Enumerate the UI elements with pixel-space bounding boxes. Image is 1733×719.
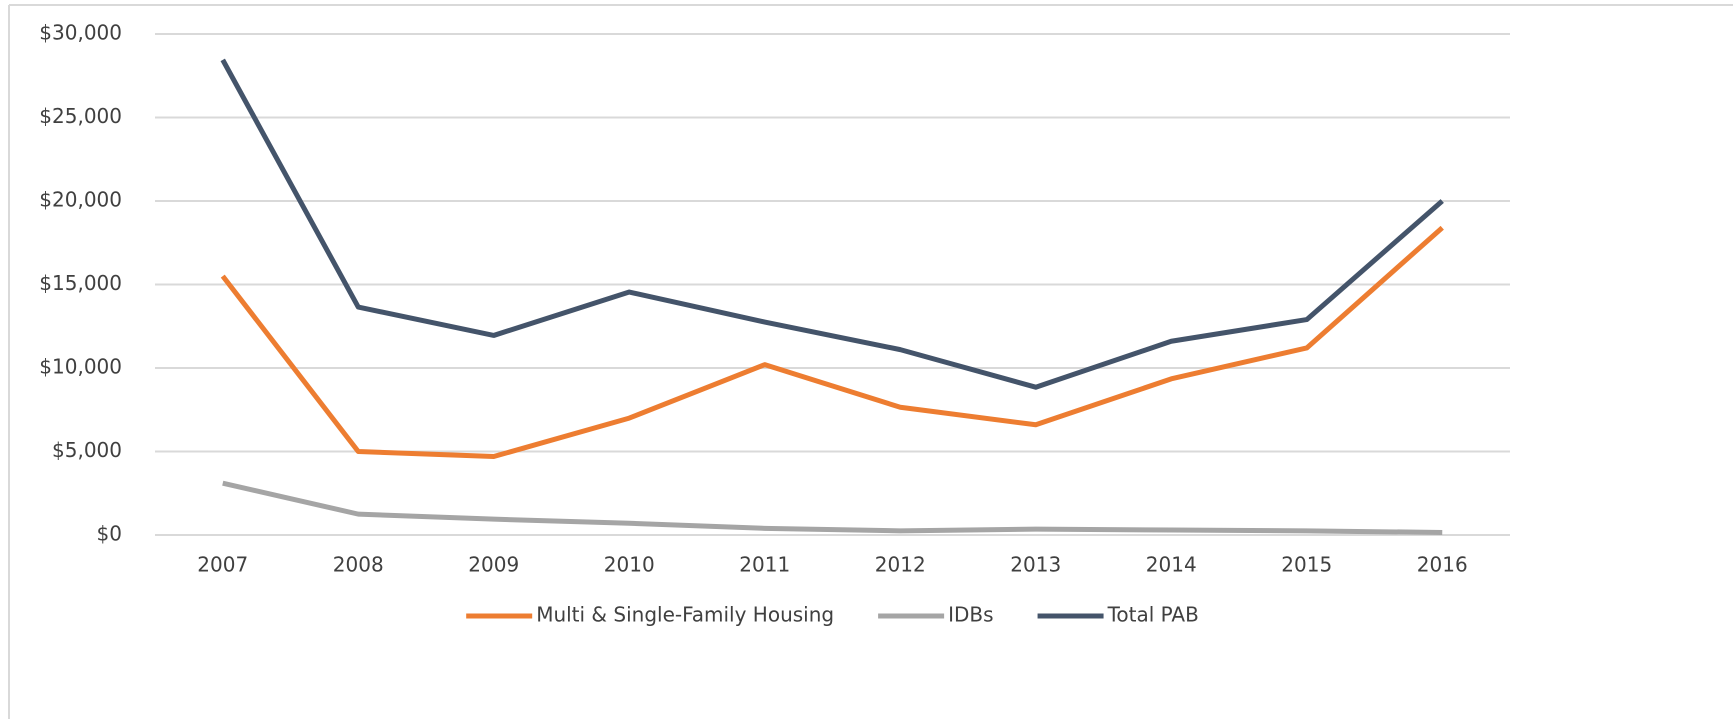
x-tick-label: 2010 bbox=[604, 553, 655, 577]
x-tick-label: 2011 bbox=[739, 553, 790, 577]
x-tick-label: 2007 bbox=[197, 553, 248, 577]
legend-label: IDBs bbox=[948, 603, 993, 627]
y-tick-label: $15,000 bbox=[39, 271, 122, 295]
y-tick-label: $20,000 bbox=[39, 188, 122, 212]
x-tick-label: 2008 bbox=[333, 553, 384, 577]
x-tick-label: 2016 bbox=[1417, 553, 1468, 577]
series-line bbox=[222, 480, 1443, 535]
x-tick-label: 2012 bbox=[875, 553, 926, 577]
x-tick-label: 2015 bbox=[1281, 553, 1332, 577]
legend-label: Multi & Single-Family Housing bbox=[536, 603, 834, 627]
y-tick-label: $0 bbox=[97, 522, 122, 546]
y-tick-label: $5,000 bbox=[52, 438, 122, 462]
y-tick-label: $25,000 bbox=[39, 104, 122, 128]
y-tick-label: $30,000 bbox=[39, 21, 122, 45]
series-line bbox=[220, 225, 1444, 460]
series-line bbox=[220, 58, 1444, 390]
legend-label: Total PAB bbox=[1107, 603, 1199, 627]
x-tick-label: 2013 bbox=[1010, 553, 1061, 577]
y-tick-label: $10,000 bbox=[39, 355, 122, 379]
x-tick-label: 2009 bbox=[468, 553, 519, 577]
x-tick-label: 2014 bbox=[1146, 553, 1197, 577]
